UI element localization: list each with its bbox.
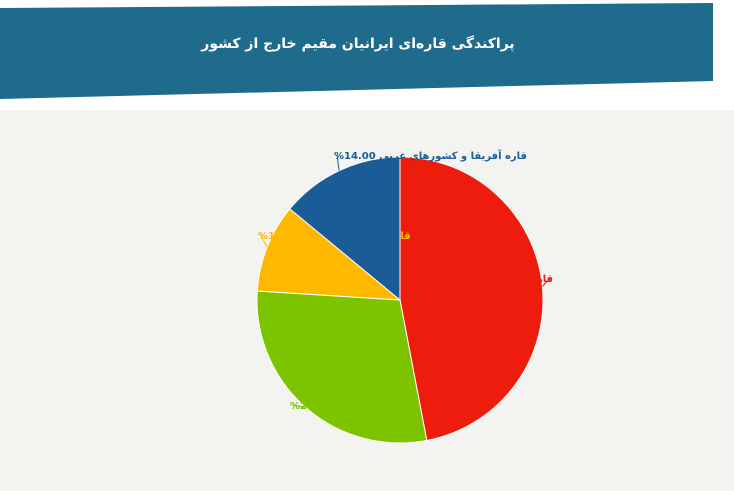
pie-slice-1 [399,156,544,442]
pie-connector-4 [336,154,340,171]
chart-panel: قاره آمریکا 47.00% قاره اروپا 29.00% قاره … [0,110,734,491]
pie-connector-2 [292,404,306,408]
pie-label-4: قاره آفریقا و کشورهای عربی 14.00% [334,149,527,162]
pie-chart: قاره آمریکا 47.00% قاره اروپا 29.00% قاره … [256,149,553,444]
pie-slice-4 [289,156,401,302]
chart-title: پراکندگی قاره‌ای ایرانیان مقیم خارج از ک… [201,36,515,52]
pie-slice-2 [256,290,428,444]
pie-connector-3 [260,234,268,248]
pie-label-1: قاره آمریکا 47.00% [453,272,553,285]
pie-label-2: قاره اروپا 29.00% [290,401,384,412]
header-banner [0,3,713,99]
pie-connector-1 [542,277,551,287]
